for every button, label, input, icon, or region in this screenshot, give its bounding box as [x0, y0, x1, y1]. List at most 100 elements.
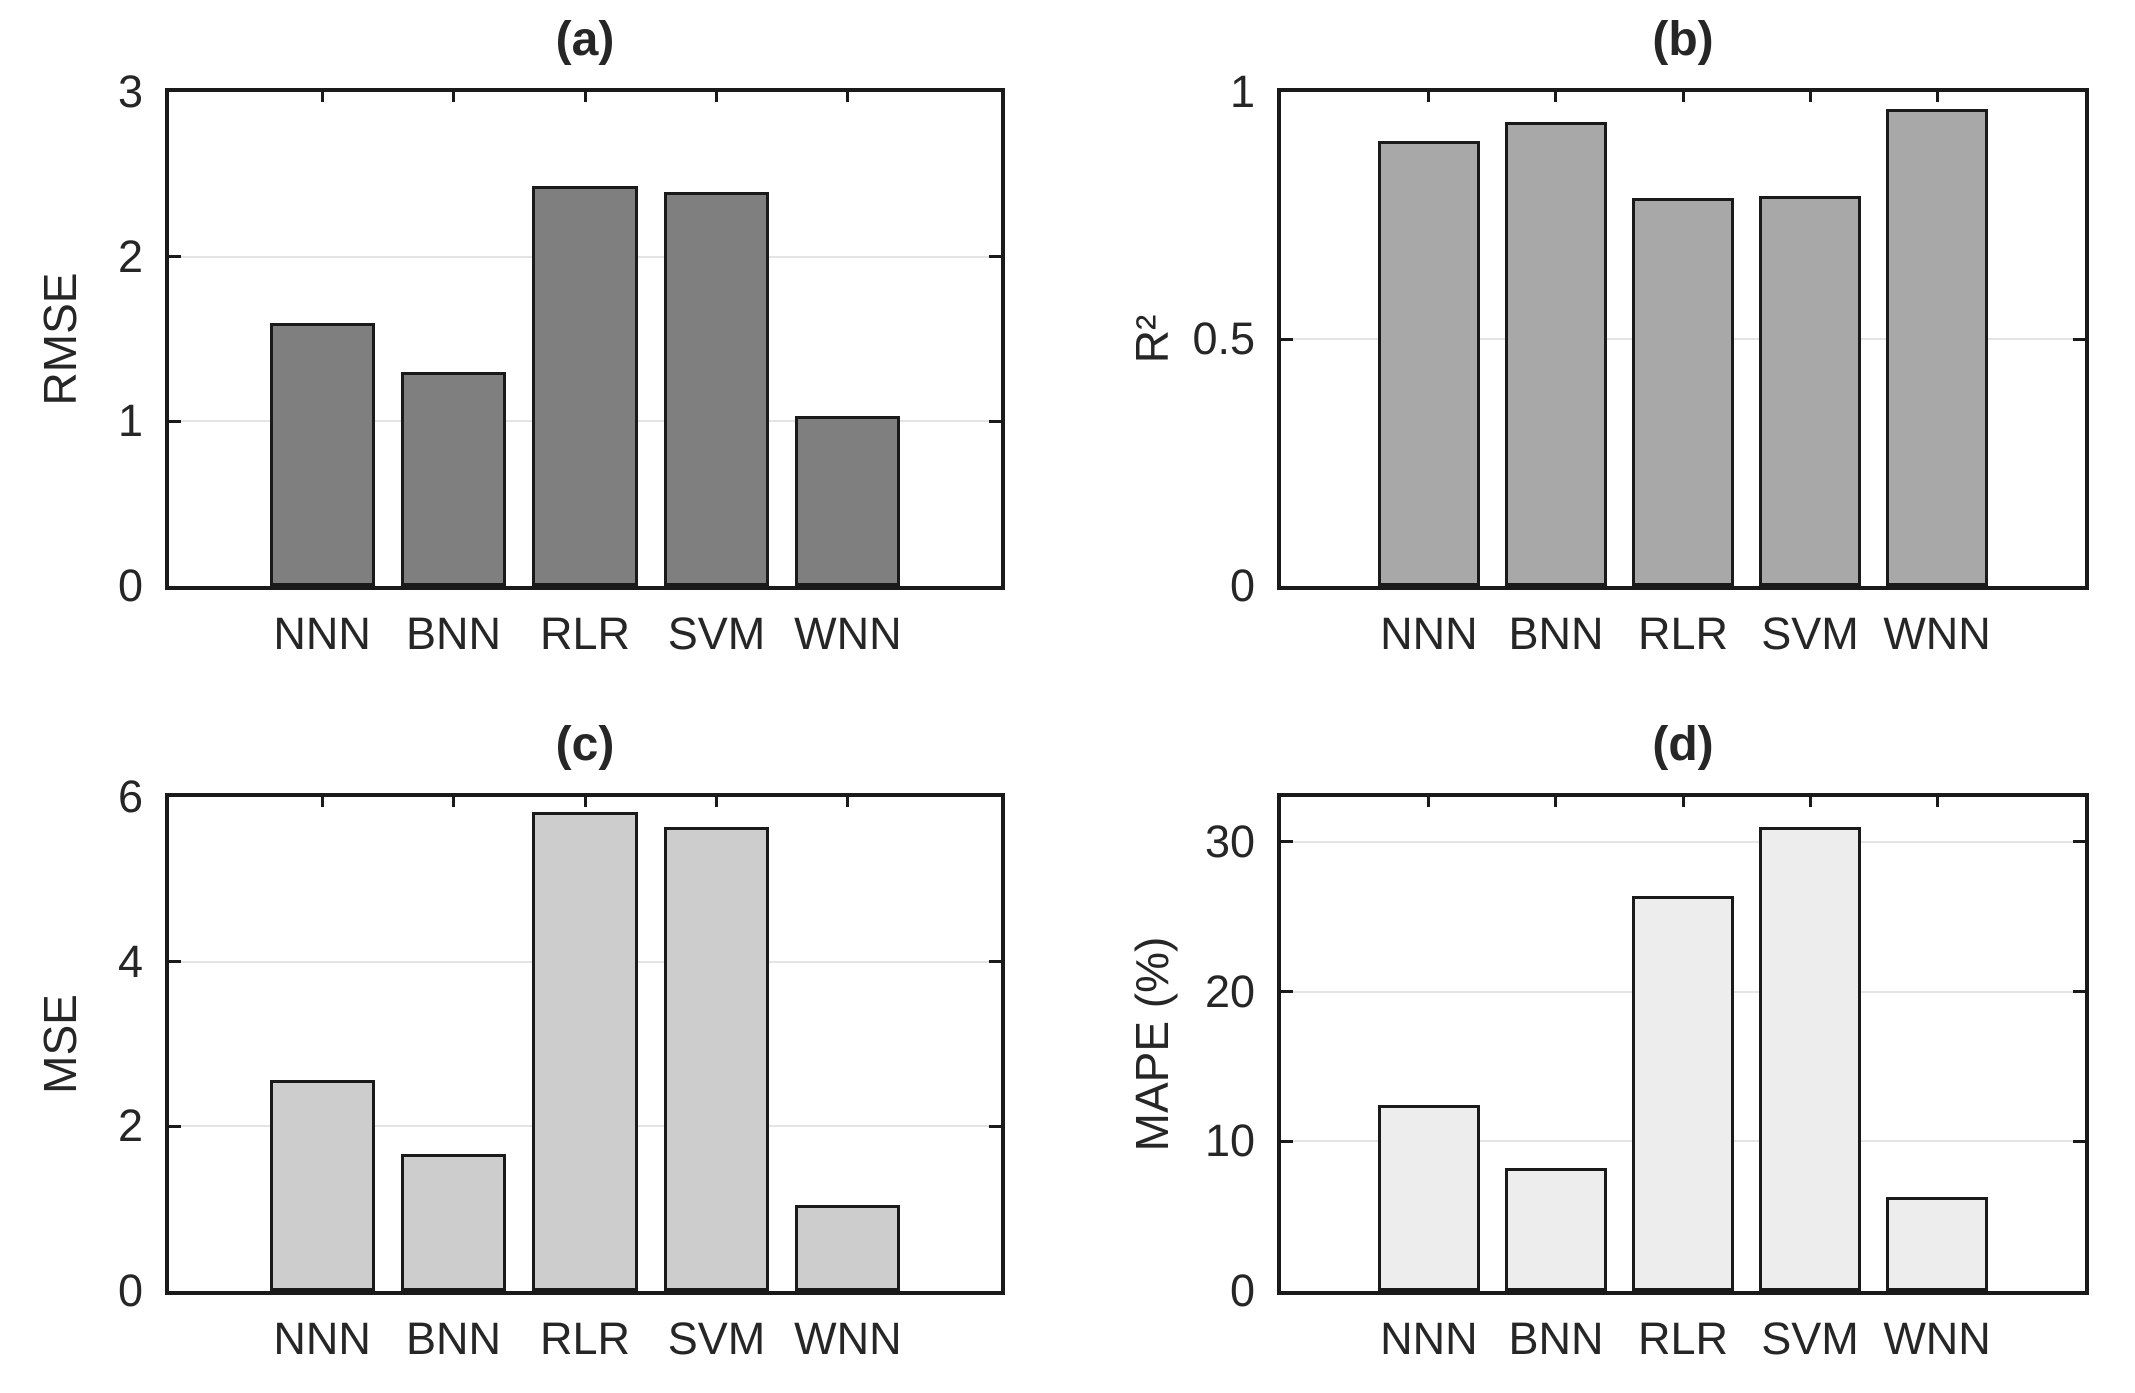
- x-tick-label-nnn: NNN: [1380, 608, 1478, 659]
- panel-a: (a) RMSE 0 1 2 3 NNN BNN RLR SVM WNN: [0, 0, 1067, 696]
- x-tick-mark: [1554, 92, 1558, 102]
- y-tick-label: 6: [117, 771, 143, 822]
- x-tick-mark: [846, 797, 850, 807]
- x-tick-label-wnn: WNN: [794, 608, 902, 659]
- y-tick-label: 4: [117, 935, 143, 987]
- bar-nnn: [269, 323, 375, 586]
- chart-title: (c): [555, 718, 615, 771]
- y-tick-label: 0: [1229, 560, 1255, 611]
- plot-area: [1277, 88, 2089, 590]
- bar-bnn: [1505, 1168, 1607, 1291]
- bar-rlr: [1632, 896, 1734, 1291]
- x-tick-mark: [714, 92, 718, 102]
- bar-wnn: [795, 1205, 901, 1291]
- y-tick-label: 3: [117, 66, 143, 117]
- bar-nnn: [1378, 141, 1480, 586]
- x-tick-mark: [1427, 92, 1431, 102]
- y-tick-label: 0: [1229, 1265, 1255, 1316]
- x-tick-label-svm: SVM: [667, 608, 766, 659]
- x-tick-label-wnn: WNN: [1883, 608, 1991, 659]
- y-tick-mark: [169, 255, 181, 259]
- bar-svm: [663, 827, 770, 1291]
- y-tick-mark: [989, 960, 1001, 964]
- x-tick-mark: [1808, 797, 1812, 807]
- y-tick-mark: [2073, 1139, 2085, 1143]
- x-tick-label-rlr: RLR: [539, 608, 631, 659]
- x-tick-label-svm: SVM: [1761, 608, 1859, 659]
- x-tick-mark: [1935, 797, 1939, 807]
- plot-area: [165, 793, 1005, 1295]
- panel-b: (b) R² 0 0.5 1 NNN BNN RLR SVM WNN: [1067, 0, 2135, 696]
- x-tick-label-rlr: RLR: [539, 1313, 631, 1364]
- bar-svm: [663, 192, 770, 586]
- chart-title: (d): [1652, 718, 1714, 771]
- x-tick-label-bnn: BNN: [406, 1313, 502, 1364]
- y-tick-mark: [1281, 337, 1293, 341]
- y-axis-label: MSE: [34, 994, 86, 1094]
- y-tick-mark: [169, 419, 181, 423]
- y-tick-label: 30: [1204, 815, 1255, 867]
- x-tick-mark: [583, 797, 587, 807]
- bar-nnn: [269, 1080, 375, 1291]
- x-tick-label-nnn: NNN: [1380, 1313, 1478, 1364]
- x-tick-label-wnn: WNN: [1883, 1313, 1991, 1364]
- panel-d: (d) MAPE (%) 0 10 20 30 NNN BNN RLR SVM WNN: [1067, 697, 2135, 1393]
- x-tick-mark: [583, 92, 587, 102]
- x-tick-label-bnn: BNN: [406, 608, 502, 659]
- y-tick-mark: [989, 1124, 1001, 1128]
- x-tick-mark: [846, 92, 850, 102]
- chart-title: (b): [1652, 13, 1714, 66]
- x-tick-mark: [452, 92, 456, 102]
- x-tick-label-bnn: BNN: [1508, 608, 1604, 659]
- gridline: [1281, 840, 2085, 843]
- x-tick-mark: [320, 797, 324, 807]
- y-tick-mark: [1281, 1139, 1293, 1143]
- x-tick-label-nnn: NNN: [273, 608, 371, 659]
- x-tick-label-svm: SVM: [1761, 1313, 1859, 1364]
- panel-c: (c) MSE 0 2 4 6 NNN BNN RLR SVM WNN: [0, 697, 1067, 1393]
- x-tick-label-nnn: NNN: [273, 1313, 371, 1364]
- bar-wnn: [795, 416, 901, 586]
- x-tick-mark: [452, 797, 456, 807]
- x-tick-mark: [1808, 92, 1812, 102]
- x-tick-mark: [1935, 92, 1939, 102]
- bar-svm: [1759, 827, 1861, 1291]
- bar-svm: [1759, 196, 1861, 586]
- plot-area: [165, 88, 1005, 590]
- y-tick-mark: [1281, 990, 1293, 994]
- y-tick-mark: [2073, 337, 2085, 341]
- bar-rlr: [532, 186, 638, 586]
- x-tick-label-rlr: RLR: [1637, 1313, 1729, 1364]
- y-tick-label: 2: [117, 230, 143, 282]
- x-tick-label-rlr: RLR: [1637, 608, 1729, 659]
- y-tick-mark: [989, 255, 1001, 259]
- y-tick-label: 0: [117, 1265, 143, 1316]
- y-tick-mark: [169, 960, 181, 964]
- y-tick-mark: [169, 1124, 181, 1128]
- x-tick-mark: [714, 797, 718, 807]
- y-tick-mark: [2073, 840, 2085, 844]
- y-tick-label: 20: [1204, 965, 1255, 1017]
- y-tick-mark: [989, 419, 1001, 423]
- x-tick-label-bnn: BNN: [1508, 1313, 1604, 1364]
- y-tick-label: 1: [117, 395, 143, 447]
- x-tick-mark: [1681, 797, 1685, 807]
- y-tick-label: 0: [117, 560, 143, 611]
- bar-bnn: [400, 372, 507, 586]
- bar-nnn: [1378, 1105, 1480, 1291]
- x-tick-mark: [1554, 797, 1558, 807]
- y-tick-mark: [1281, 840, 1293, 844]
- plot-area: [1277, 793, 2089, 1295]
- y-tick-label: 2: [117, 1100, 143, 1152]
- y-tick-mark: [2073, 990, 2085, 994]
- y-tick-label: 0.5: [1192, 313, 1255, 364]
- chart-title: (a): [555, 13, 615, 66]
- bar-rlr: [1632, 198, 1734, 586]
- bar-wnn: [1886, 109, 1988, 586]
- bar-bnn: [1505, 122, 1607, 586]
- bar-rlr: [532, 812, 638, 1291]
- x-tick-mark: [320, 92, 324, 102]
- y-tick-label: 10: [1204, 1115, 1255, 1167]
- x-tick-mark: [1681, 92, 1685, 102]
